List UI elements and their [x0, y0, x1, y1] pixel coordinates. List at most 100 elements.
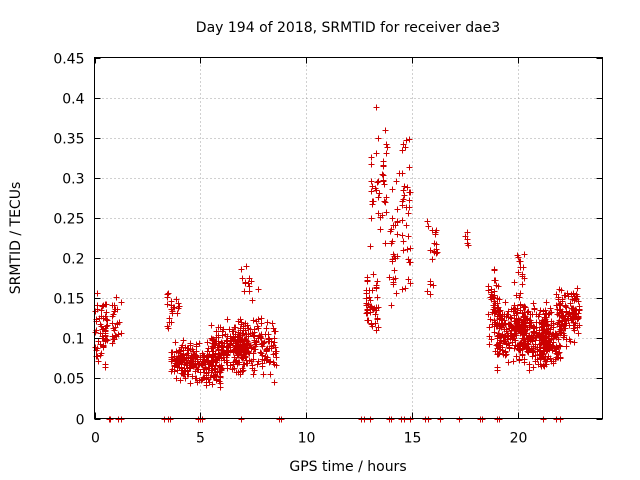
data-point: [92, 344, 99, 351]
data-point: [380, 178, 387, 185]
y-tick-label: 0.2: [62, 252, 84, 268]
data-point: [258, 350, 265, 357]
data-point: [515, 343, 522, 350]
data-point: [494, 323, 501, 330]
data-point: [112, 306, 119, 313]
data-point: [235, 331, 242, 338]
data-point: [381, 198, 388, 205]
data-point: [384, 144, 391, 151]
data-point: [537, 361, 544, 368]
data-point: [544, 356, 551, 363]
data-point: [548, 318, 555, 325]
data-point: [255, 325, 262, 332]
data-point: [233, 369, 240, 376]
data-point: [388, 226, 395, 233]
data-point: [273, 354, 280, 361]
data-point: [526, 367, 533, 374]
data-point: [567, 300, 574, 307]
data-point: [491, 267, 498, 274]
data-point: [562, 303, 569, 310]
data-point: [437, 416, 444, 423]
data-point: [367, 243, 374, 250]
data-point: [92, 308, 99, 315]
data-point: [252, 343, 259, 350]
data-point: [575, 330, 582, 337]
data-point: [94, 302, 101, 309]
data-point: [522, 304, 529, 311]
data-point: [223, 337, 230, 344]
data-point: [100, 315, 107, 322]
data-point: [373, 307, 380, 314]
data-point: [540, 362, 547, 369]
data-point: [103, 323, 110, 330]
data-point: [542, 320, 549, 327]
data-point: [165, 290, 172, 297]
data-point: [110, 325, 117, 332]
data-point: [373, 104, 380, 111]
data-point: [177, 354, 184, 361]
data-point: [239, 365, 246, 372]
data-point: [230, 347, 237, 354]
data-point: [102, 364, 109, 371]
data-point: [250, 317, 257, 324]
data-point: [200, 356, 207, 363]
data-point: [383, 150, 390, 157]
data-point: [456, 416, 463, 423]
data-point: [169, 366, 176, 373]
data-point: [403, 222, 410, 229]
data-point: [380, 172, 387, 179]
data-point: [174, 310, 181, 317]
data-point: [508, 327, 515, 334]
data-point: [390, 222, 397, 229]
data-point: [529, 311, 536, 318]
data-point: [215, 347, 222, 354]
data-point: [375, 194, 382, 201]
data-point: [394, 231, 401, 238]
data-point: [557, 326, 564, 333]
data-point: [239, 330, 246, 337]
data-point: [496, 416, 503, 423]
data-point: [370, 271, 377, 278]
data-point: [389, 186, 396, 193]
data-point: [210, 373, 217, 380]
data-point: [388, 302, 395, 309]
data-point: [407, 280, 414, 287]
data-point: [400, 238, 407, 245]
data-point: [233, 357, 240, 364]
data-point: [374, 315, 381, 322]
data-point: [214, 344, 221, 351]
data-point: [219, 332, 226, 339]
data-point: [388, 416, 395, 423]
data-point: [544, 329, 551, 336]
data-point: [109, 340, 116, 347]
data-point: [238, 266, 245, 273]
data-point: [245, 325, 252, 332]
data-point: [241, 361, 248, 368]
data-point: [510, 306, 517, 313]
data-point: [407, 416, 414, 423]
data-point: [267, 371, 274, 378]
data-point: [110, 311, 117, 318]
data-point: [494, 300, 501, 307]
data-point: [246, 288, 253, 295]
data-point: [559, 321, 566, 328]
data-point: [194, 366, 201, 373]
data-point: [249, 297, 256, 304]
data-point: [242, 320, 249, 327]
data-point: [401, 192, 408, 199]
data-point: [511, 279, 518, 286]
data-point: [164, 294, 171, 301]
data-point: [203, 382, 210, 389]
data-point: [407, 259, 414, 266]
data-point: [520, 325, 527, 332]
data-point: [194, 379, 201, 386]
data-point: [253, 338, 260, 345]
data-point: [539, 330, 546, 337]
data-point: [541, 316, 548, 323]
data-point: [400, 141, 407, 148]
data-point: [174, 367, 181, 374]
data-point: [237, 316, 244, 323]
data-point: [510, 358, 517, 365]
data-point: [547, 305, 554, 312]
data-point: [249, 362, 256, 369]
